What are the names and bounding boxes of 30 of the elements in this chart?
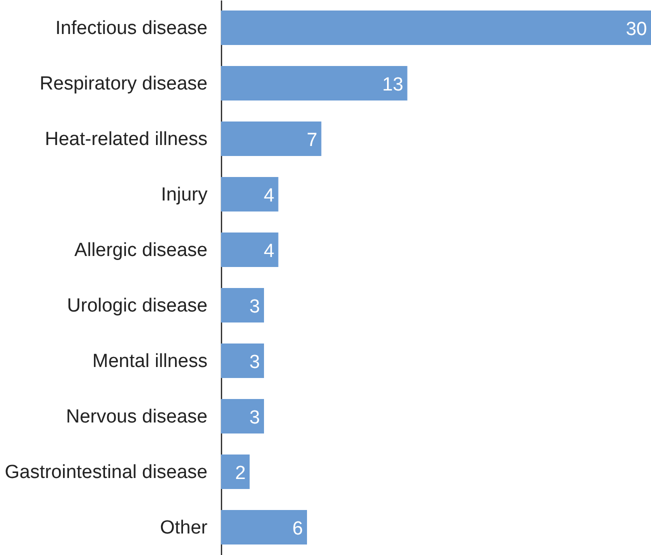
bar — [221, 10, 651, 45]
y-tick-label: Other — [160, 517, 208, 538]
y-tick-label: Nervous disease — [66, 406, 208, 428]
data-label: 2 — [235, 462, 246, 484]
data-label: 6 — [292, 518, 303, 540]
data-label: 3 — [249, 352, 260, 373]
y-tick-label: Urologic disease — [67, 295, 208, 316]
bar — [221, 122, 322, 156]
bar — [221, 454, 250, 489]
bar — [221, 510, 307, 544]
data-label: 4 — [264, 185, 275, 206]
bar — [221, 66, 408, 100]
bar — [221, 399, 264, 434]
y-tick-label: Infectious disease — [55, 18, 208, 39]
data-label: 4 — [264, 240, 275, 262]
data-label: 3 — [249, 296, 260, 318]
y-tick-label: Injury — [161, 184, 208, 206]
y-tick-label: Gastrointestinal disease — [4, 462, 208, 483]
bar — [221, 344, 264, 378]
y-tick-label: Heat-related illness — [44, 128, 208, 150]
bar — [221, 177, 278, 212]
bar — [221, 232, 278, 267]
data-label: 13 — [382, 74, 404, 96]
data-label: 7 — [306, 130, 318, 151]
data-label: 30 — [626, 18, 647, 40]
data-label: 3 — [249, 407, 260, 428]
y-tick-label: Mental illness — [92, 350, 208, 372]
y-tick-label: Allergic disease — [74, 240, 208, 261]
y-tick-label: Respiratory disease — [40, 73, 208, 94]
bar — [221, 288, 264, 322]
